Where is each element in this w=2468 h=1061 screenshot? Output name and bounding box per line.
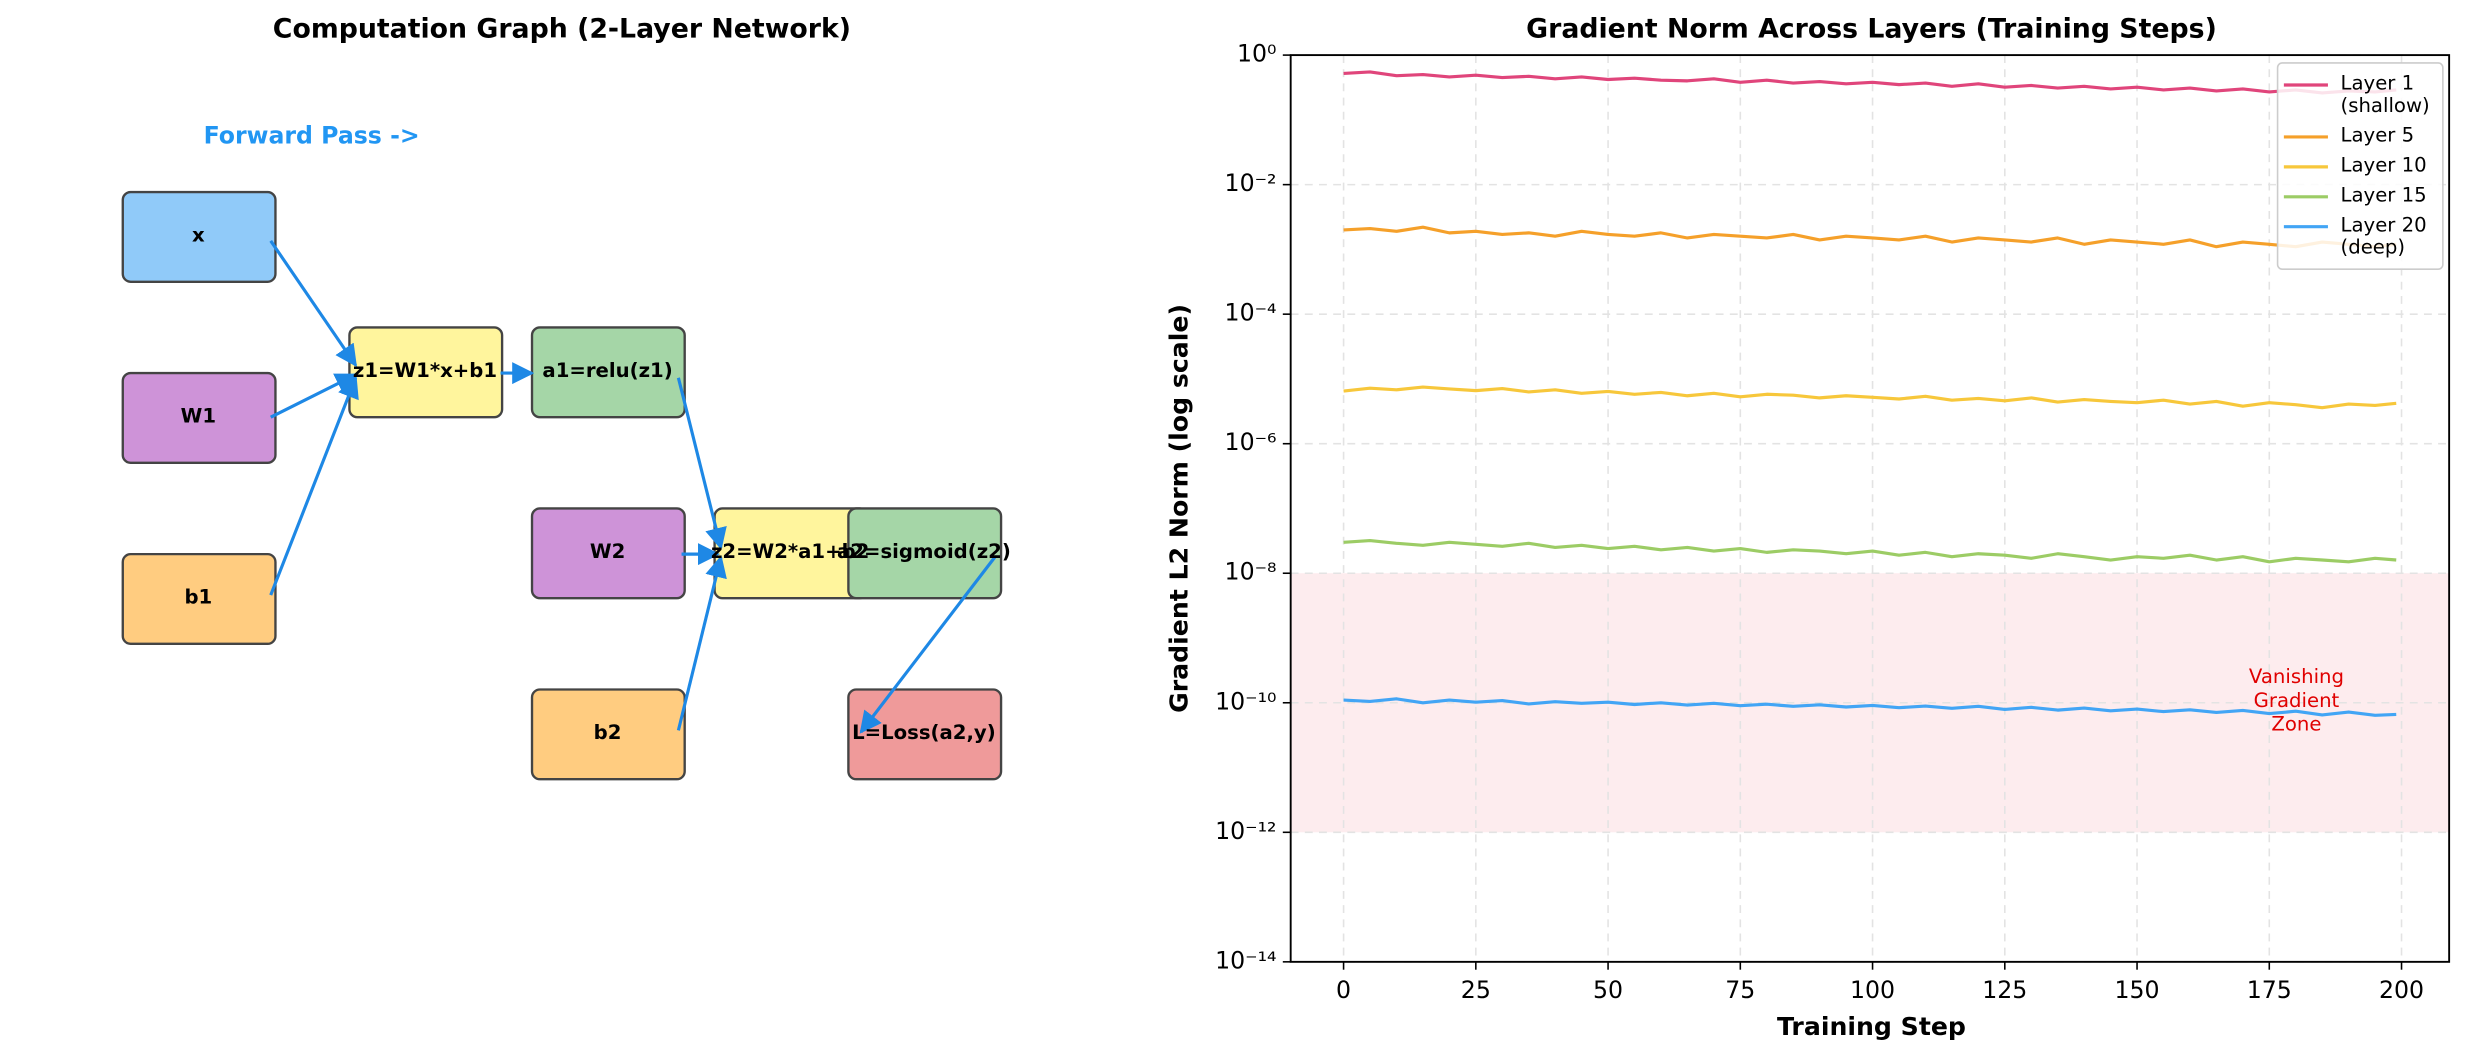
edge-arrow — [676, 555, 727, 731]
series-line — [1343, 70, 2397, 95]
edge-arrow — [269, 239, 358, 368]
node-box — [530, 688, 686, 781]
edge-arrow — [676, 377, 727, 550]
legend-label: Layer 15 — [2340, 182, 2427, 207]
y-tick-label: 10⁻⁶ — [1225, 428, 1277, 456]
legend-label: Layer 1 (shallow) — [2340, 70, 2430, 117]
node-label: b1 — [184, 586, 212, 609]
y-axis-label: Gradient L2 Norm (log scale) — [1165, 304, 1194, 713]
edge-arrow — [269, 375, 359, 596]
y-tick-label: 10⁻¹⁴ — [1215, 946, 1276, 974]
y-tick-label: 10⁰ — [1237, 40, 1277, 68]
node-label: L=Loss(a2,y) — [852, 721, 996, 744]
y-tick-label: 10⁻⁸ — [1225, 558, 1277, 586]
x-tick-label: 0 — [1336, 976, 1351, 1004]
y-tick-label: 10⁻¹⁰ — [1215, 687, 1276, 715]
diagram-title: Computation Graph (2-Layer Network) — [273, 13, 851, 44]
node-label: W2 — [590, 540, 625, 563]
series-line — [1343, 538, 2397, 564]
legend-label: Layer 20 (deep) — [2340, 212, 2427, 259]
series-line — [1343, 385, 2397, 410]
edge-arrow — [859, 556, 997, 734]
zone-label: Vanishing Gradient Zone — [2248, 664, 2345, 736]
node-label: a1=relu(z1) — [542, 359, 672, 382]
series-line — [1343, 225, 2397, 249]
node-box — [121, 190, 277, 283]
legend-label: Layer 10 — [2340, 152, 2427, 177]
node-label: z2=W2*a1+b2 — [711, 540, 869, 563]
direction-label: Forward Pass -> — [204, 121, 420, 149]
legend-label: Layer 5 — [2340, 122, 2415, 147]
x-tick-label: 50 — [1593, 976, 1623, 1004]
x-axis-label: Training Step — [1777, 1012, 1966, 1041]
x-tick-label: 150 — [2115, 976, 2160, 1004]
chart-title: Gradient Norm Across Layers (Training St… — [1526, 13, 2217, 44]
x-tick-label: 200 — [2379, 976, 2424, 1004]
y-tick-label: 10⁻² — [1225, 169, 1277, 197]
plot-frame — [1289, 54, 2451, 963]
node-box — [121, 552, 277, 646]
node-label: a2=sigmoid(z2) — [837, 540, 1011, 563]
node-box — [121, 371, 277, 464]
x-tick-label: 175 — [2247, 976, 2292, 1004]
y-tick-label: 10⁻¹² — [1215, 817, 1276, 845]
y-tick-label: 10⁻⁴ — [1225, 299, 1277, 327]
x-tick-label: 125 — [1982, 976, 2027, 1004]
node-box — [847, 688, 1003, 781]
node-label: z1=W1*x+b1 — [353, 359, 497, 382]
x-tick-label: 100 — [1850, 976, 1895, 1004]
legend-box — [2276, 62, 2444, 270]
x-tick-label: 75 — [1725, 976, 1755, 1004]
node-label: W1 — [181, 405, 216, 428]
node-box — [847, 507, 1003, 600]
series-line — [1343, 697, 2397, 717]
node-label: b2 — [594, 721, 622, 744]
x-tick-label: 25 — [1461, 976, 1491, 1004]
node-label: x — [192, 224, 205, 247]
